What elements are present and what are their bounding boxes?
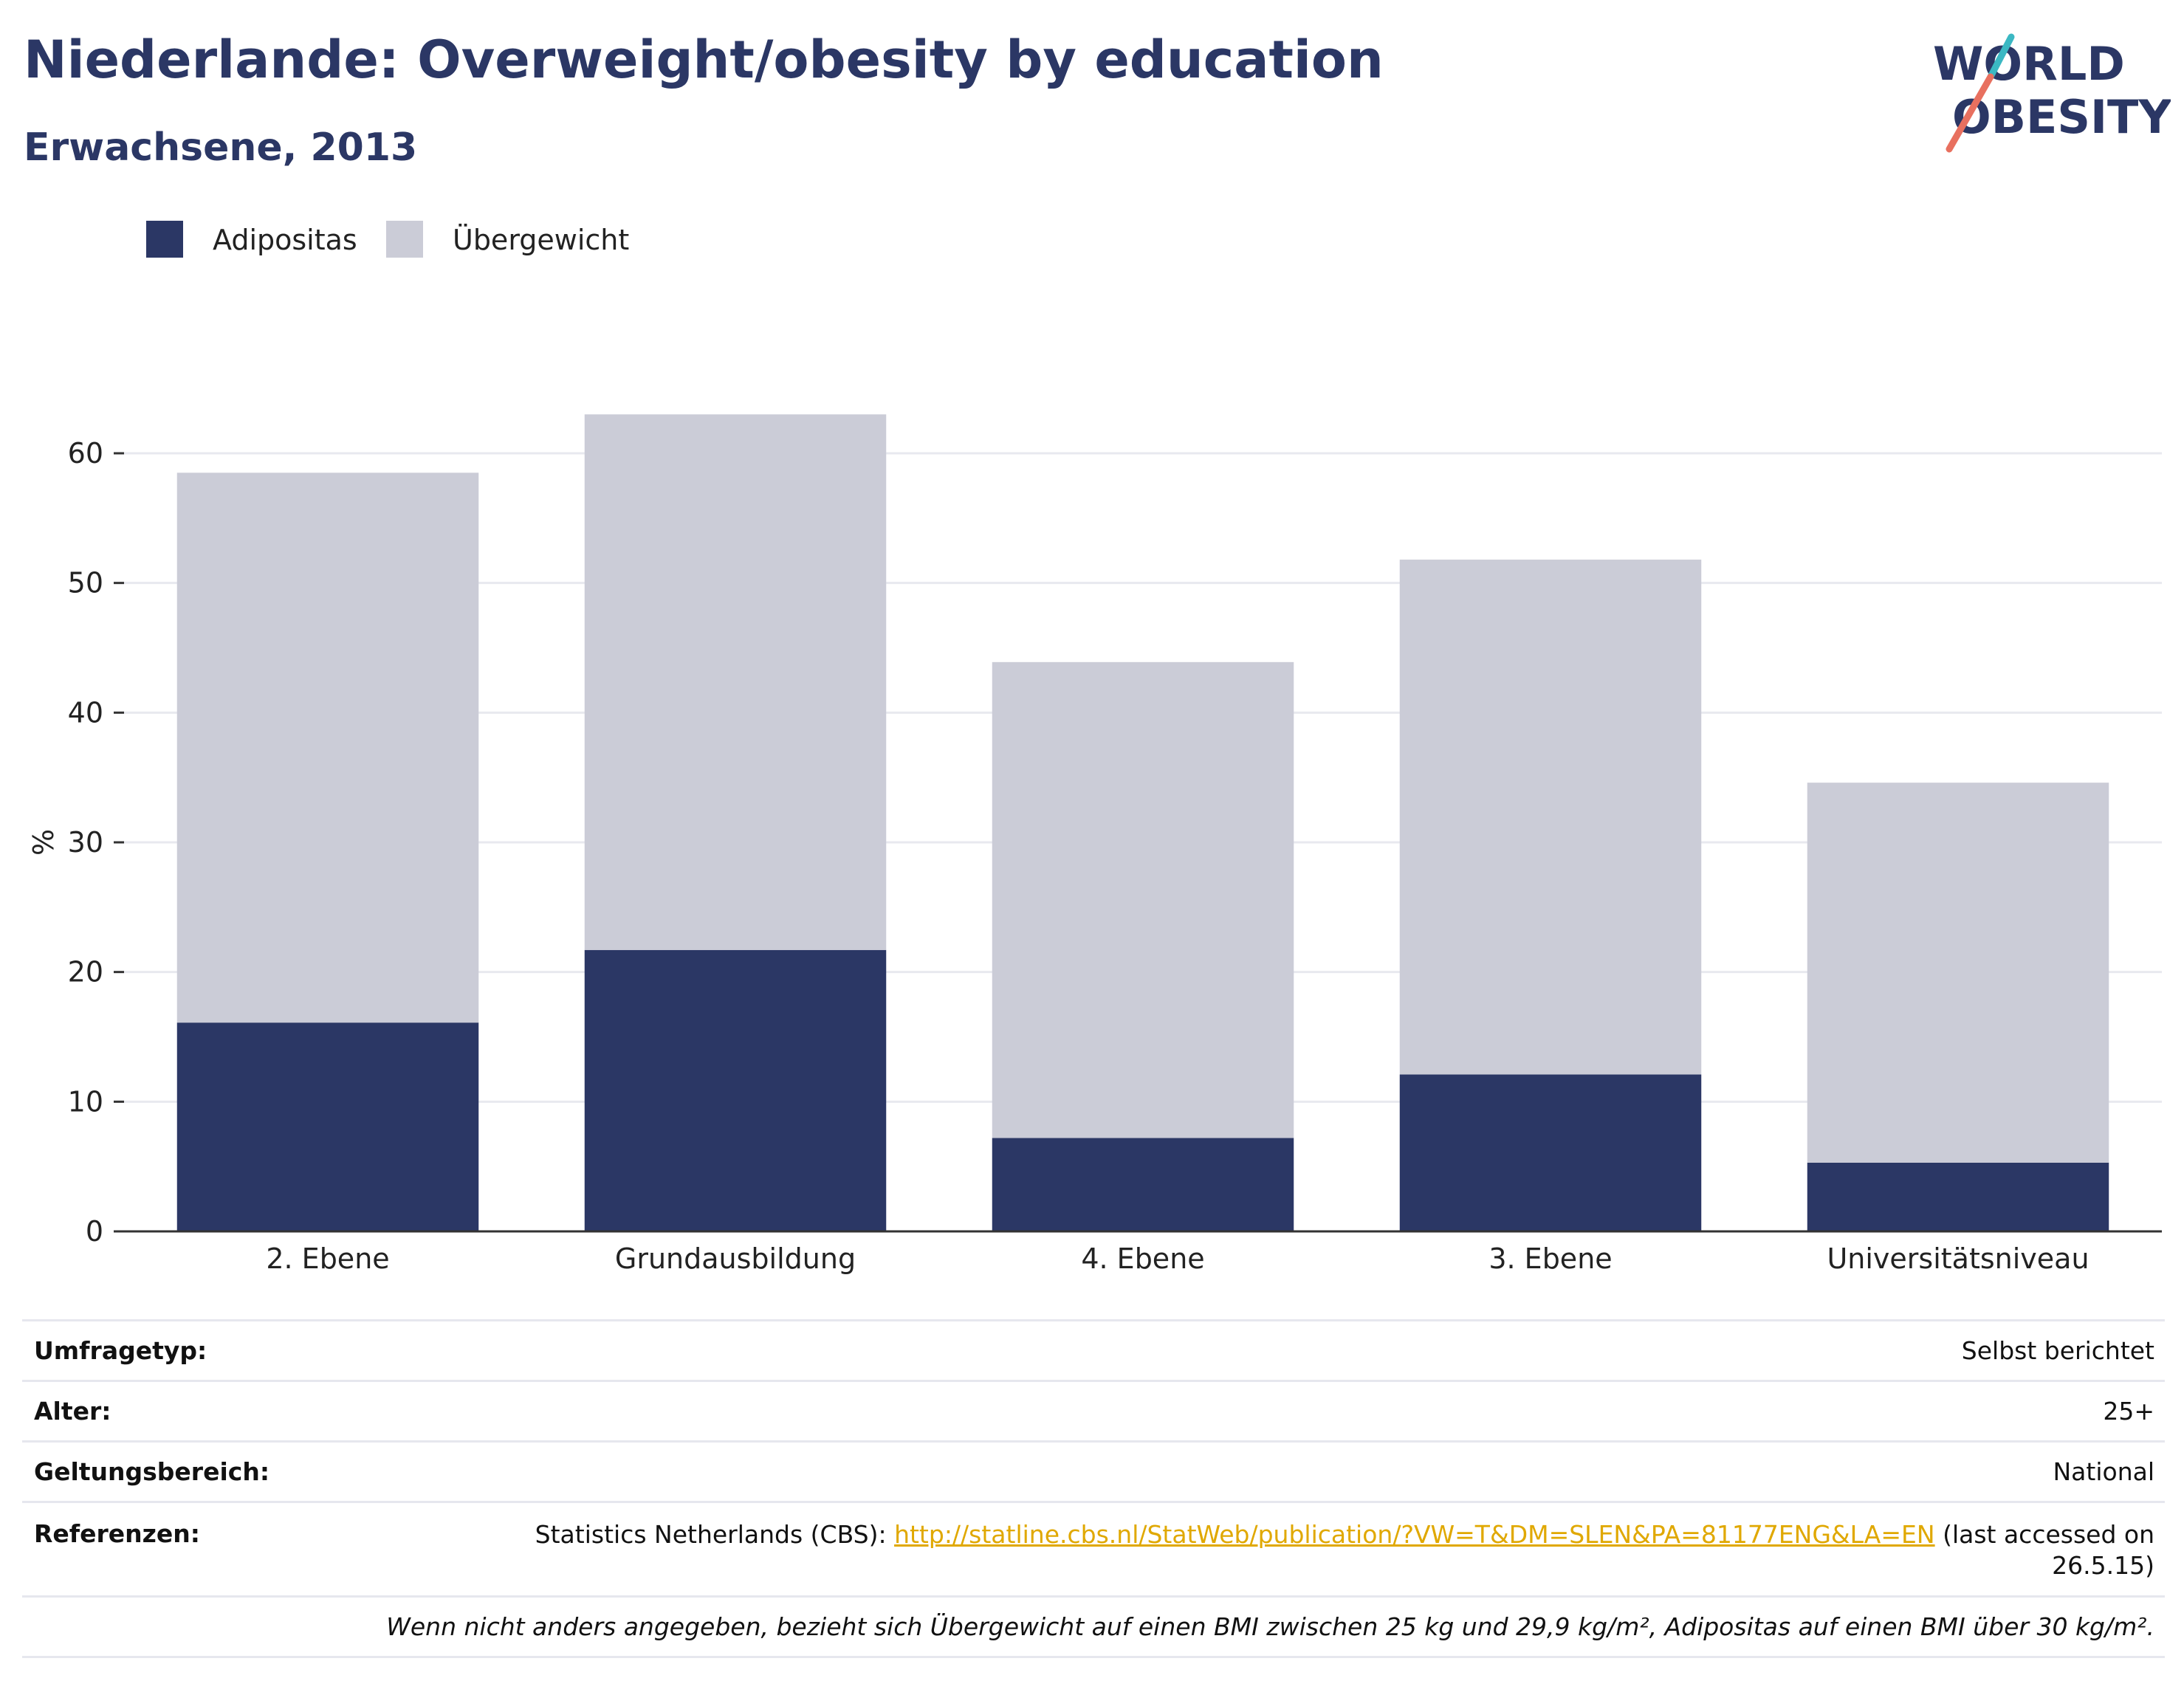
bars (176, 414, 2109, 1231)
bar-uebergewicht-2 (992, 661, 1294, 1138)
y-tick-label-0: 0 (86, 1215, 103, 1248)
x-tick-label-1: Grundausbildung (615, 1242, 856, 1275)
bar-uebergewicht-0 (176, 472, 479, 1023)
definition-note: Wenn nicht anders angegeben, bezieht sic… (386, 1612, 2154, 1641)
logo-line1: WORLD (1933, 37, 2125, 91)
legend-swatch-1 (386, 221, 423, 258)
info-row-survey-type: Umfragetyp: Selbst berichtet (22, 1319, 2165, 1380)
y-tick-label-60: 60 (68, 437, 103, 470)
y-tick-label-50: 50 (68, 567, 103, 599)
bar-adipositas-2 (992, 1138, 1294, 1231)
info-row-age: Alter: 25+ (22, 1380, 2165, 1440)
bar-uebergewicht-3 (1399, 560, 1702, 1075)
logo-line2: OBESITY (1952, 90, 2171, 144)
y-tick-labels: 0 10 20 30 40 50 60 (68, 437, 124, 1248)
survey-type-label: Umfragetyp: (34, 1336, 207, 1365)
legend: Adipositas Übergewicht (146, 221, 629, 258)
x-tick-label-4: Universitätsniveau (1827, 1242, 2089, 1275)
x-tick-label-0: 2. Ebene (266, 1242, 389, 1275)
scope-label: Geltungsbereich: (34, 1457, 270, 1486)
y-tick-label-40: 40 (68, 696, 103, 729)
bar-adipositas-1 (584, 949, 887, 1231)
page-subtitle: Erwachsene, 2013 (24, 126, 418, 170)
info-row-references: Referenzen: Statistics Netherlands (CBS)… (22, 1501, 2165, 1595)
age-value: 25+ (2103, 1397, 2154, 1426)
x-tick-label-3: 3. Ebene (1488, 1242, 1612, 1275)
world-obesity-logo: WORLD OBESITY (1933, 33, 2171, 153)
logo-slash-coral (1946, 73, 1994, 153)
x-tick-label-2: 4. Ebene (1081, 1242, 1204, 1275)
references-value: Statistics Netherlands (CBS): http://sta… (456, 1519, 2154, 1581)
y-axis-label: % (27, 829, 60, 856)
logo-slash-teal (1987, 33, 2015, 80)
info-table: Umfragetyp: Selbst berichtet Alter: 25+ … (22, 1319, 2165, 1658)
legend-swatch-0 (146, 221, 183, 258)
references-link[interactable]: http://statline.cbs.nl/StatWeb/publicati… (894, 1520, 1935, 1549)
stacked-bar-chart: Adipositas Übergewicht 0 10 20 30 40 50 60 2. E… (27, 221, 2162, 1275)
info-row-note: Wenn nicht anders angegeben, bezieht sic… (22, 1595, 2165, 1658)
page-title: Niederlande: Overweight/obesity by educa… (24, 30, 1384, 90)
x-tick-labels: 2. Ebene Grundausbildung 4. Ebene 3. Ebene U… (266, 1242, 2089, 1275)
references-prefix: Statistics Netherlands (CBS): (535, 1520, 895, 1549)
references-label: Referenzen: (34, 1519, 200, 1548)
bar-uebergewicht-1 (584, 414, 887, 950)
bar-adipositas-4 (1807, 1162, 2109, 1231)
bar-uebergewicht-4 (1807, 783, 2109, 1163)
info-row-scope: Geltungsbereich: National (22, 1440, 2165, 1501)
y-tick-label-30: 30 (68, 826, 103, 859)
legend-label-0: Adipositas (213, 224, 357, 256)
references-suffix: (last accessed on 26.5.15) (1934, 1520, 2154, 1580)
y-tick-label-10: 10 (68, 1085, 103, 1118)
bar-adipositas-0 (176, 1022, 479, 1231)
scope-value: National (2053, 1457, 2154, 1486)
y-tick-label-20: 20 (68, 956, 103, 989)
legend-label-1: Übergewicht (453, 224, 629, 256)
age-label: Alter: (34, 1397, 111, 1426)
survey-type-value: Selbst berichtet (1961, 1336, 2154, 1365)
bar-adipositas-3 (1399, 1074, 1702, 1231)
